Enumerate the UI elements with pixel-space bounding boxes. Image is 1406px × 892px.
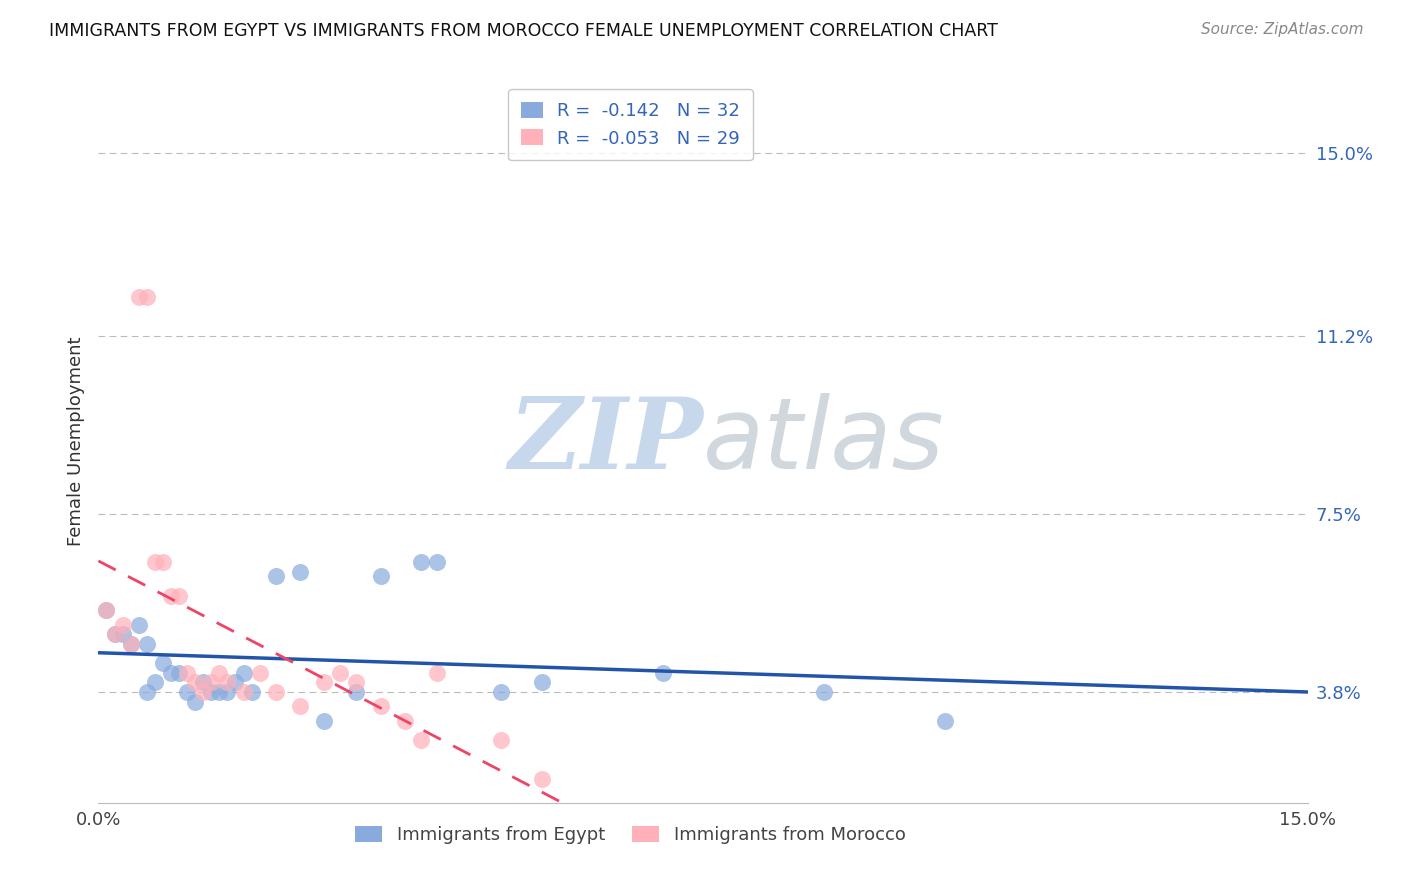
Point — [152, 555, 174, 569]
Legend: Immigrants from Egypt, Immigrants from Morocco: Immigrants from Egypt, Immigrants from M… — [349, 819, 912, 852]
Point — [314, 714, 336, 728]
Point — [167, 665, 190, 680]
Point — [143, 555, 166, 569]
Point — [344, 675, 367, 690]
Point — [200, 685, 222, 699]
Y-axis label: Female Unemployment: Female Unemployment — [66, 337, 84, 546]
Text: IMMIGRANTS FROM EGYPT VS IMMIGRANTS FROM MOROCCO FEMALE UNEMPLOYMENT CORRELATION: IMMIGRANTS FROM EGYPT VS IMMIGRANTS FROM… — [49, 22, 998, 40]
Point — [176, 685, 198, 699]
Point — [184, 675, 207, 690]
Point — [288, 699, 311, 714]
Point — [934, 714, 956, 728]
Point — [111, 627, 134, 641]
Point — [96, 603, 118, 617]
Point — [329, 665, 352, 680]
Point — [264, 685, 287, 699]
Point — [135, 685, 157, 699]
Point — [143, 675, 166, 690]
Point — [103, 627, 125, 641]
Point — [394, 714, 416, 728]
Point — [370, 699, 392, 714]
Point — [128, 290, 150, 304]
Point — [530, 772, 553, 786]
Point — [288, 565, 311, 579]
Point — [128, 617, 150, 632]
Point — [176, 665, 198, 680]
Point — [96, 603, 118, 617]
Point — [217, 685, 239, 699]
Point — [160, 665, 183, 680]
Point — [160, 589, 183, 603]
Point — [264, 569, 287, 583]
Point — [232, 665, 254, 680]
Point — [167, 589, 190, 603]
Point — [193, 685, 215, 699]
Point — [232, 685, 254, 699]
Point — [409, 555, 432, 569]
Point — [314, 675, 336, 690]
Point — [240, 685, 263, 699]
Text: Source: ZipAtlas.com: Source: ZipAtlas.com — [1201, 22, 1364, 37]
Point — [135, 637, 157, 651]
Point — [208, 685, 231, 699]
Point — [135, 290, 157, 304]
Point — [103, 627, 125, 641]
Point — [193, 675, 215, 690]
Point — [249, 665, 271, 680]
Point — [200, 675, 222, 690]
Point — [152, 656, 174, 670]
Point — [491, 685, 513, 699]
Point — [120, 637, 142, 651]
Point — [184, 695, 207, 709]
Point — [426, 555, 449, 569]
Point — [217, 675, 239, 690]
Point — [813, 685, 835, 699]
Point — [120, 637, 142, 651]
Text: ZIP: ZIP — [508, 393, 703, 490]
Point — [651, 665, 673, 680]
Point — [224, 675, 246, 690]
Point — [426, 665, 449, 680]
Point — [530, 675, 553, 690]
Point — [344, 685, 367, 699]
Point — [491, 733, 513, 747]
Point — [111, 617, 134, 632]
Text: atlas: atlas — [703, 393, 945, 490]
Point — [409, 733, 432, 747]
Point — [370, 569, 392, 583]
Point — [208, 665, 231, 680]
